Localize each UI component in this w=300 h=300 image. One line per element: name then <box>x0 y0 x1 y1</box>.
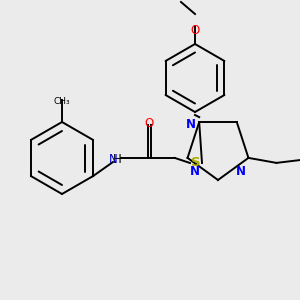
Text: N: N <box>236 165 246 178</box>
Text: CH₃: CH₃ <box>54 97 70 106</box>
Text: N: N <box>186 118 196 130</box>
Text: O: O <box>190 24 200 37</box>
Text: H: H <box>113 153 122 166</box>
Text: N: N <box>109 153 118 166</box>
Text: S: S <box>191 157 201 169</box>
Text: N: N <box>190 165 200 178</box>
Text: O: O <box>144 117 154 130</box>
